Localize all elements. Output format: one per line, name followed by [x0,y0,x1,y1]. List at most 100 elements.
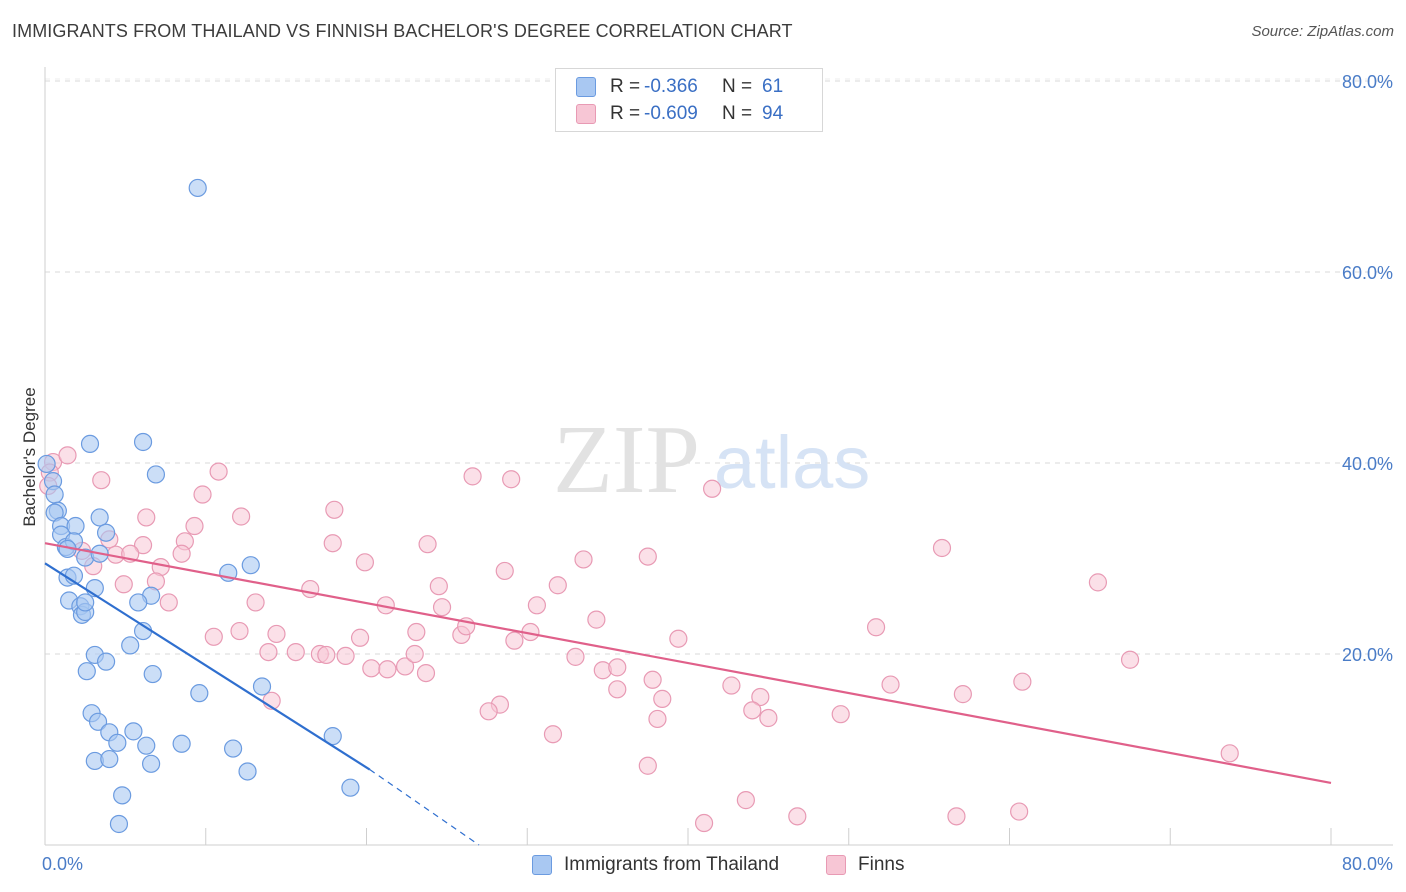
thailand-trend-extension [369,769,480,846]
trend-lines [44,542,1332,846]
finns-point [495,561,514,581]
bottom-legend-label-thailand: Immigrants from Thailand [564,854,780,875]
finns-point [932,538,952,558]
finns-point [1088,573,1108,592]
correlation-legend: R = -0.366 N = 61 R = -0.609 N = 94 [555,68,823,132]
finns-point [1120,650,1140,669]
finns-point [505,631,524,650]
finns-point [881,675,900,694]
finns-point [608,680,627,699]
thailand-point [133,432,153,452]
finns-point [286,642,305,662]
source-credit: Source: ZipAtlas.com [1251,23,1394,40]
thailand-point [129,593,148,612]
finns-point [947,807,966,826]
finns-point [418,535,437,554]
finns-point [1010,802,1029,821]
finns-point [350,628,370,647]
finns-point [736,791,755,810]
thailand-point [190,684,209,703]
legend-r-label: R = [610,103,641,124]
thailand-point [137,736,156,755]
thailand-point [146,465,166,484]
finns-point [751,687,770,707]
y-axis-label: Bachelor's Degree [20,387,39,526]
thailand-point [96,652,116,671]
thailand-trend-line [44,562,371,771]
thailand-point [109,814,129,834]
finns-point [325,500,344,519]
legend-n-label: N = [722,103,753,124]
legend-row-thailand: R = -0.366 N = 61 [576,74,783,100]
finns-point [648,709,667,729]
thailand-point [113,786,132,805]
watermark: ZIP atlas [553,406,870,514]
finns-point [323,534,342,553]
finns-point [355,553,374,572]
finns-point [395,657,415,676]
thailand-point [238,762,257,781]
x-tick-label: 80.0% [1342,854,1393,874]
thailand-point [172,734,191,753]
finns-point [1013,672,1032,691]
finns-point [407,622,426,642]
watermark-zip: ZIP [553,406,700,514]
finns-points [39,446,1239,833]
y-tick-label: 20.0% [1342,645,1393,665]
x-tick-label: 0.0% [42,854,83,874]
thailand-point [143,664,162,684]
finns-point [722,676,741,695]
finns-point [133,536,153,555]
finns-point [608,658,627,677]
y-tick-label: 80.0% [1342,72,1393,92]
legend-row-finns: R = -0.609 N = 94 [576,101,783,127]
finns-point [336,646,355,666]
finns-point [502,470,521,489]
finns-point [204,627,223,646]
finns-point [416,663,436,683]
legend-n-label: N = [722,76,753,97]
finns-point [743,701,762,720]
thailand-point [96,523,116,542]
bottom-legend-finns[interactable]: Finns [826,852,904,878]
finns-point [362,659,381,678]
finns-point [193,485,212,504]
finns-point [1220,744,1239,763]
finns-point [267,624,286,644]
finns-point [866,618,886,637]
thailand-point [223,739,243,758]
finns-point [759,708,778,728]
finns-point [703,479,722,498]
thailand-point [241,556,260,575]
thailand-point [77,662,96,681]
finns-point [301,579,320,599]
bottom-legend-swatch-finns [826,855,846,875]
finns-trend-line [44,542,1332,785]
finns-point [58,446,77,465]
legend-swatch-thailand [576,77,596,97]
chart-title: IMMIGRANTS FROM THAILAND VS FINNISH BACH… [12,21,793,41]
thailand-point [141,754,161,773]
finns-point [378,660,397,679]
finns-point [232,507,251,526]
legend-r-value: -0.366 [644,76,698,97]
finns-point [230,621,249,641]
finns-point [543,725,563,744]
thailand-point [323,727,342,746]
finns-point [638,547,657,566]
finns-point [788,807,807,826]
thailand-point [76,593,95,612]
thailand-point [188,178,207,198]
finns-point [317,645,336,665]
finns-point [463,467,482,486]
finns-point [587,610,606,629]
legend-swatch-finns [576,104,596,124]
bottom-legend-thailand[interactable]: Immigrants from Thailand [532,852,779,878]
finns-point [566,647,585,666]
thailand-point [45,485,64,504]
thailand-point [252,677,272,696]
finns-point [405,644,424,664]
finns-point [953,685,972,704]
y-tick-label: 40.0% [1342,454,1393,474]
